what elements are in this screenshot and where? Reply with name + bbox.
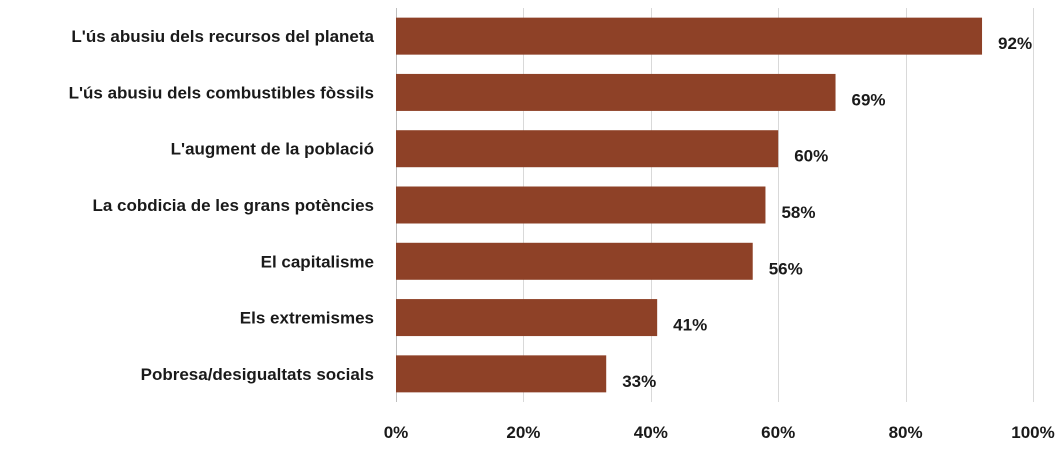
x-tick-label: 100% [1011, 423, 1054, 442]
bar [396, 74, 836, 111]
data-label: 58% [781, 203, 815, 222]
x-tick-label: 20% [506, 423, 540, 442]
category-label: L'ús abusiu dels recursos del planeta [71, 27, 374, 46]
category-label: Els extremismes [240, 309, 374, 328]
bar [396, 18, 982, 55]
bar [396, 299, 657, 336]
data-label: 69% [852, 90, 886, 109]
bars [396, 18, 982, 393]
bar [396, 355, 606, 392]
data-label: 92% [998, 34, 1032, 53]
data-label: 33% [622, 372, 656, 391]
bar [396, 243, 753, 280]
category-label: L'augment de la població [171, 140, 374, 159]
category-label: La cobdicia de les grans potències [92, 196, 374, 215]
bar [396, 130, 778, 167]
category-label: El capitalisme [261, 252, 374, 271]
x-tick-label: 60% [761, 423, 795, 442]
data-label: 41% [673, 316, 707, 335]
x-tick-label: 80% [889, 423, 923, 442]
category-label: Pobresa/desigualtats socials [141, 365, 374, 384]
x-tick-label: 40% [634, 423, 668, 442]
bar [396, 187, 765, 224]
data-label: 56% [769, 259, 803, 278]
data-label: 60% [794, 147, 828, 166]
x-tick-label: 0% [384, 423, 409, 442]
category-label: L'ús abusiu dels combustibles fòssils [69, 83, 374, 102]
